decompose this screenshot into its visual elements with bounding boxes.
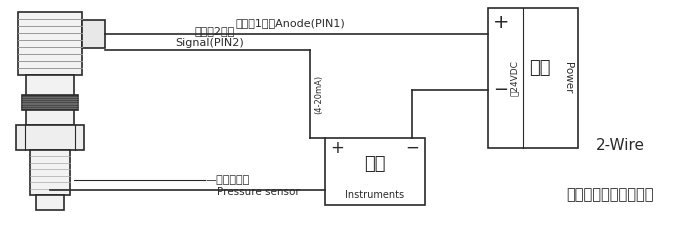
Text: −: − bbox=[494, 81, 509, 99]
Bar bbox=[82, 20, 105, 48]
Text: 仓器: 仓器 bbox=[364, 155, 385, 173]
Text: +: + bbox=[493, 13, 509, 32]
Text: Pressure sensor: Pressure sensor bbox=[217, 187, 300, 197]
Text: Power: Power bbox=[563, 62, 573, 94]
Text: 正极（1脚）Anode(PIN1): 正极（1脚）Anode(PIN1) bbox=[235, 18, 345, 28]
Bar bbox=[18, 12, 82, 75]
Text: 2-Wire: 2-Wire bbox=[595, 137, 644, 152]
Text: —压力传感器: —压力传感器 bbox=[205, 175, 249, 185]
Bar bbox=[16, 125, 84, 150]
Bar bbox=[488, 8, 578, 148]
Text: −: − bbox=[405, 139, 419, 157]
Text: 电源: 电源 bbox=[529, 59, 551, 77]
Text: Signal(PIN2): Signal(PIN2) bbox=[176, 38, 244, 48]
Text: 信号（2脚）: 信号（2脚） bbox=[195, 26, 235, 36]
Text: Instruments: Instruments bbox=[345, 190, 405, 200]
Text: +: + bbox=[330, 139, 344, 157]
Text: －24VDC: －24VDC bbox=[509, 60, 518, 96]
Text: 两线制电流输出接线图: 两线制电流输出接线图 bbox=[566, 187, 654, 202]
Text: (4-20mA): (4-20mA) bbox=[315, 74, 323, 114]
Bar bbox=[325, 138, 425, 205]
Bar bbox=[22, 95, 78, 110]
Bar bbox=[36, 195, 64, 210]
Bar bbox=[30, 150, 70, 195]
Bar bbox=[26, 75, 74, 125]
